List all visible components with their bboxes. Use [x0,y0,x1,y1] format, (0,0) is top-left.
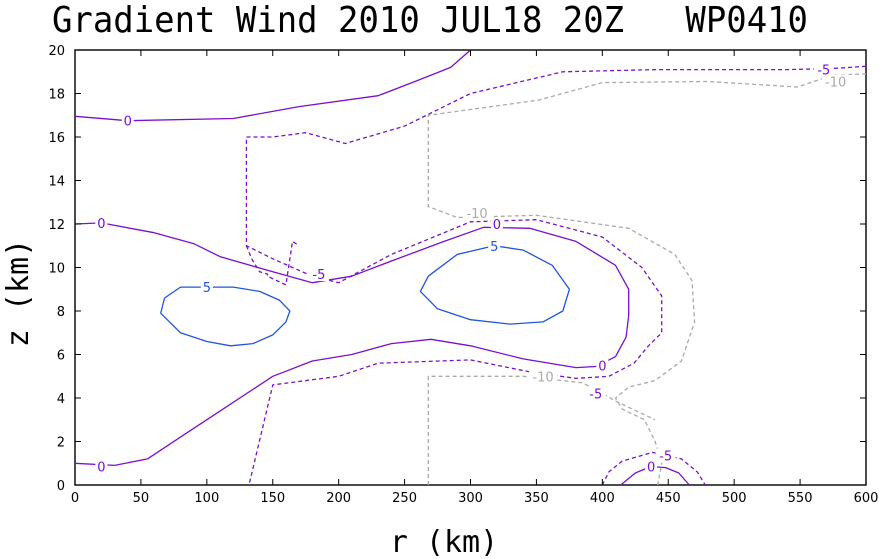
y-tick-label: 6 [57,349,65,364]
contour-label-bg [95,215,108,230]
contour-label: -10 [466,207,487,222]
x-tick-label: 350 [524,491,549,506]
contour-label-bg [645,459,658,474]
x-tick-label: 100 [194,491,219,506]
y-tick-label: 0 [57,479,65,494]
contour-label-bg [488,238,501,253]
contour-line [245,240,300,286]
y-tick-label: 4 [57,392,65,407]
contour-label-bg [813,62,834,77]
axis-ticks: 0 50 100 150 200 250 300 350 400 450 500 550 6000246… [48,44,878,506]
contour-label: -5 [589,388,602,403]
contour-label: 5 [490,240,498,255]
contour-label-bg [821,74,850,89]
contour-label-bg [463,206,492,221]
y-tick-label: 2 [57,436,65,451]
y-tick-label: 18 [48,88,65,103]
y-tick-label: 8 [57,305,65,320]
contour-label: 0 [598,359,606,374]
contour-label-bg [95,459,108,474]
contour-label-bg [655,448,676,463]
contour-label: 5 [203,281,211,296]
x-tick-label: 400 [590,491,615,506]
contour-label-bg [308,267,329,282]
x-tick-label: 500 [722,491,747,506]
contour-label: 0 [493,218,501,233]
contour-line [74,49,471,122]
contour-label: -10 [532,370,553,385]
contour-line [419,245,571,325]
contour-line [74,222,630,467]
contour-label: 0 [97,461,105,476]
plot-frame [74,49,867,486]
y-tick-label: 14 [48,175,65,190]
x-tick-label: 50 [133,491,150,506]
y-tick-label: 20 [48,44,65,59]
plot-area [74,49,867,486]
contour-label-bg [529,369,558,384]
x-tick-label: 550 [788,491,813,506]
contour-line [245,65,867,486]
x-axis-title: r (km) [390,525,498,559]
y-axis-title: z (km) [1,239,36,347]
contour-label: -5 [659,450,672,465]
contour-line [160,286,291,347]
contour-label: -5 [312,268,325,283]
contour-label-bg [596,358,609,373]
x-tick-label: 200 [326,491,351,506]
y-tick-label: 16 [48,131,65,146]
contour-label: 0 [97,217,105,232]
contour-label-bg [121,113,134,128]
contour-label-bg [200,280,213,295]
contour-line [427,73,867,486]
contour-label-bg [490,217,503,231]
contour-label: -10 [825,76,846,91]
x-tick-label: 250 [392,491,417,506]
y-tick-label: 10 [48,262,65,277]
contour-line [601,451,706,486]
contour-lines [74,49,867,486]
x-tick-label: 600 [854,491,879,506]
x-tick-label: 0 [71,491,79,506]
y-tick-label: 12 [48,218,65,233]
x-tick-label: 300 [458,491,483,506]
contour-line [620,465,690,486]
chart-title: Gradient Wind 2010 JUL18 20Z WP0410 [52,0,808,41]
contour-label: 0 [124,115,132,130]
x-tick-label: 150 [260,491,285,506]
x-tick-label: 450 [656,491,681,506]
contour-label: 0 [647,461,655,476]
contour-label-bg [585,386,606,401]
